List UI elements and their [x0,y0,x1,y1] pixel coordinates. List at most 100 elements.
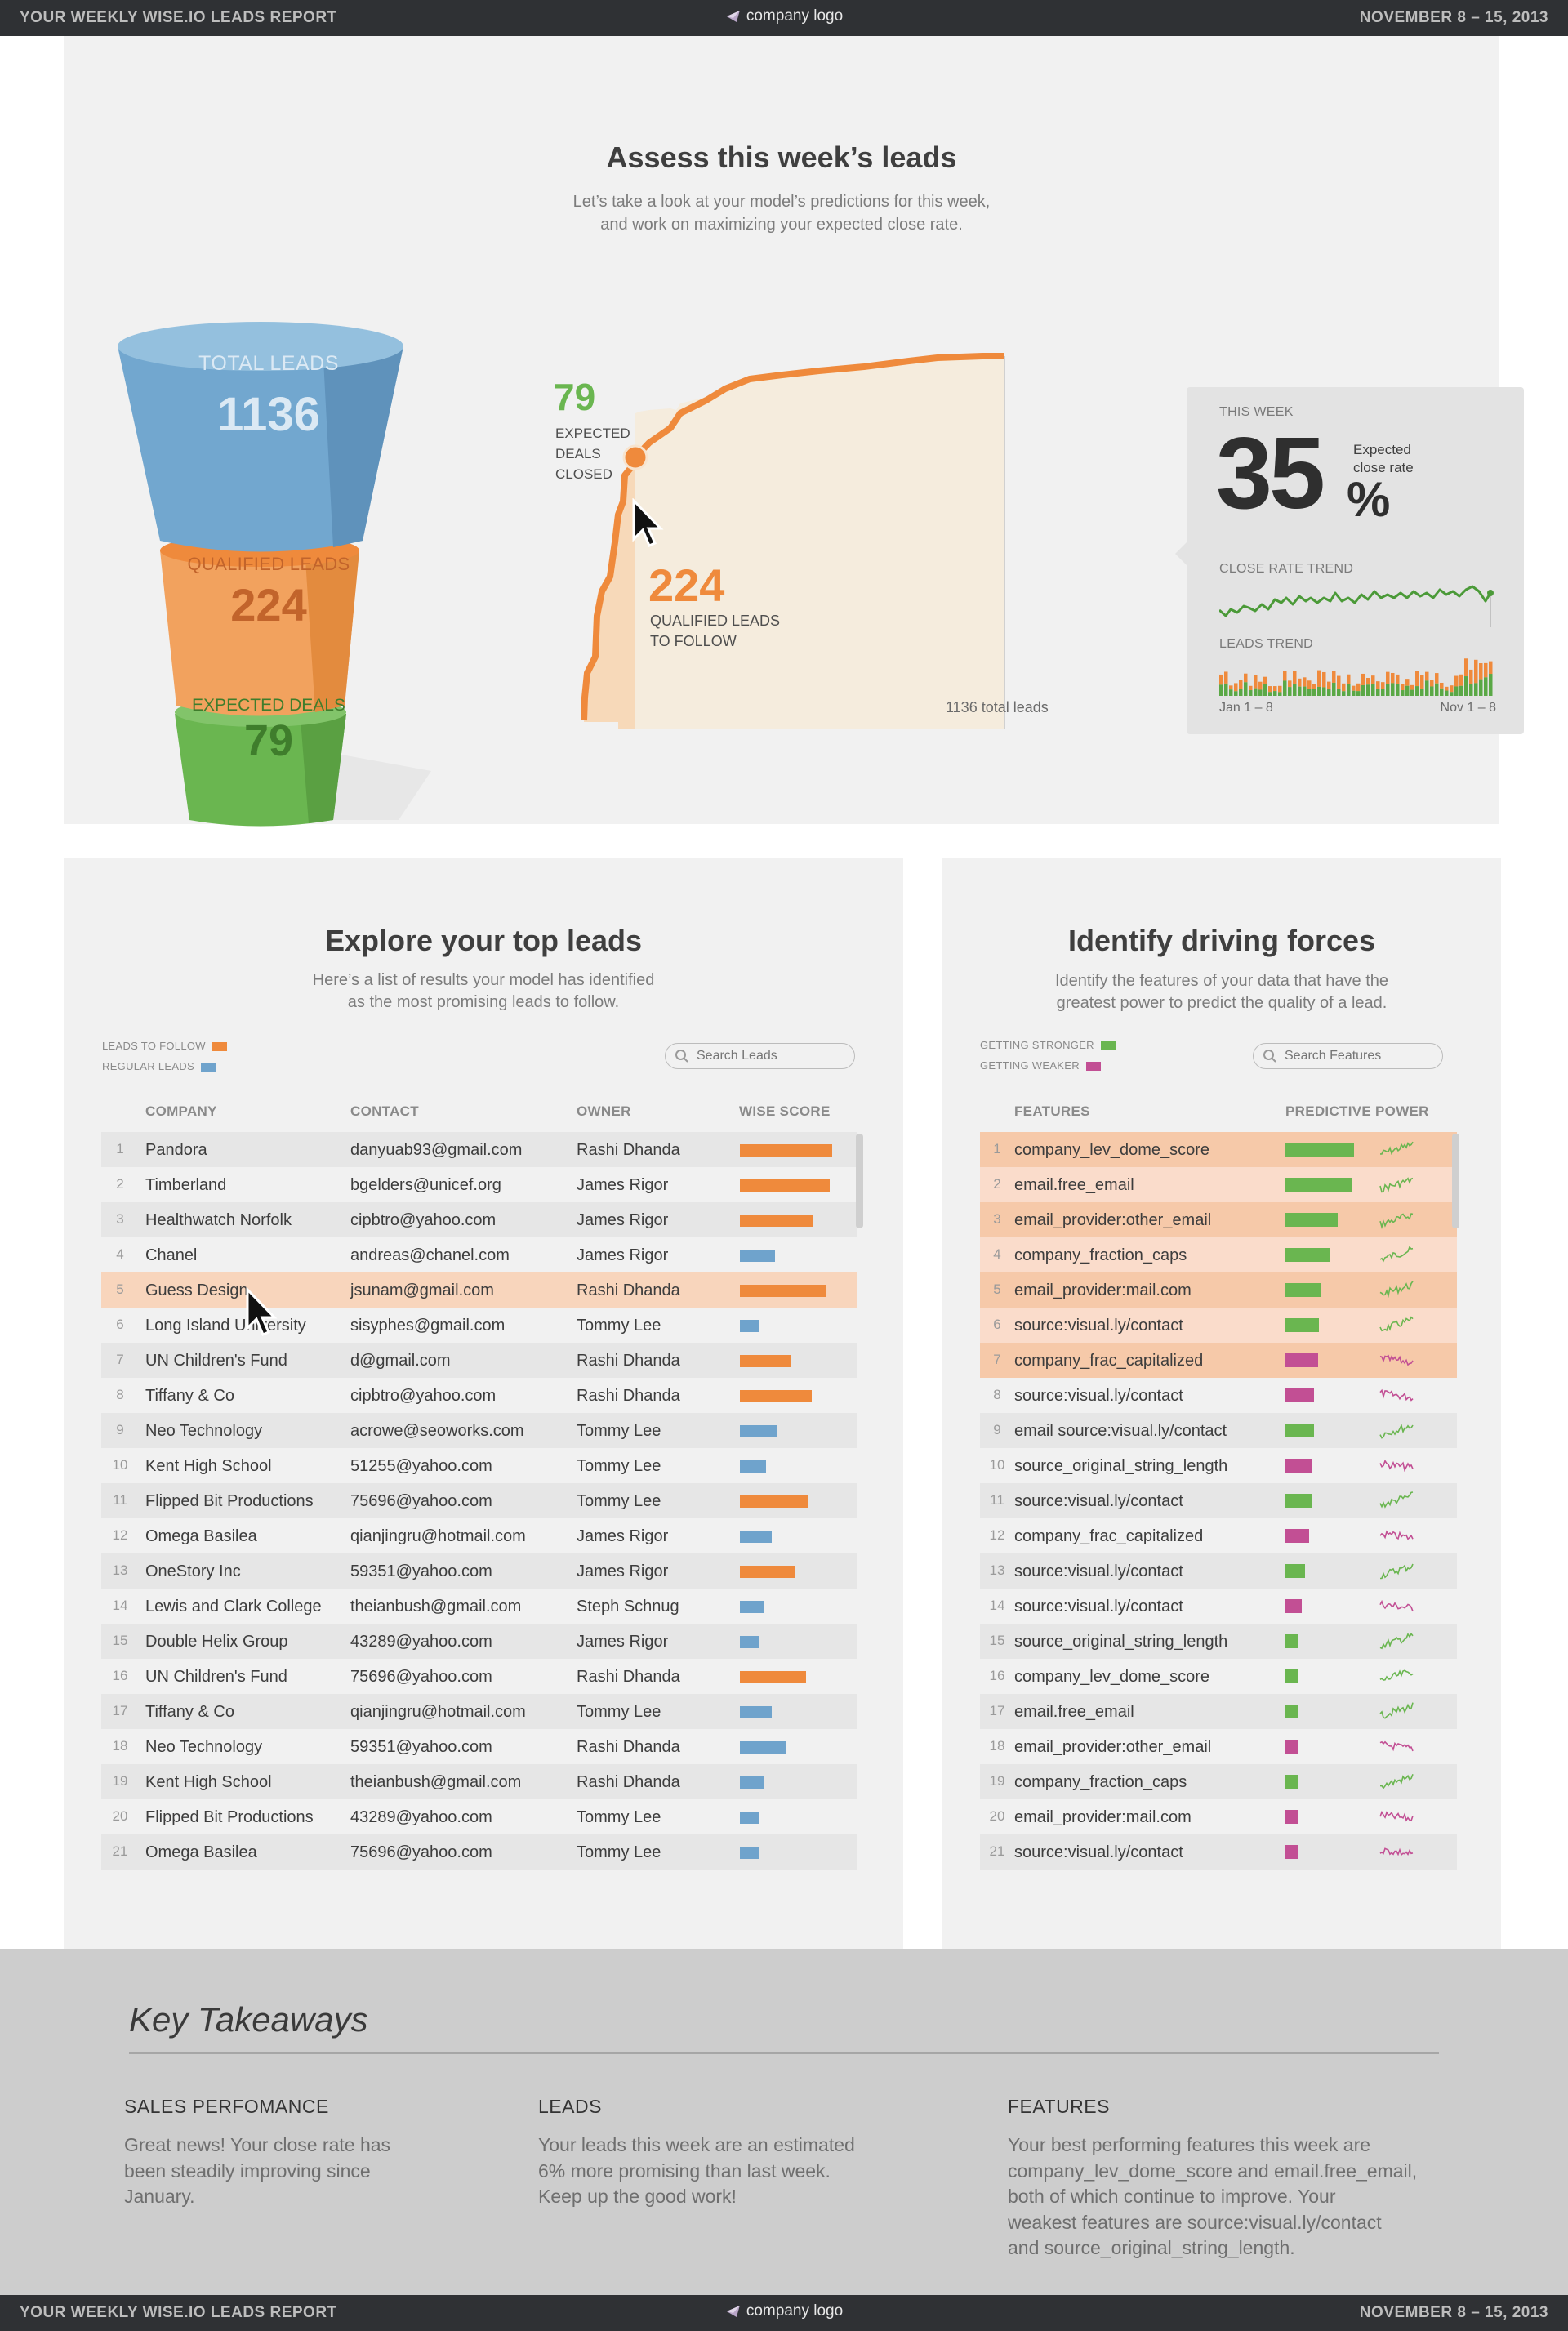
table-row[interactable]: 4 Chanel andreas@chanel.com James Rigor [101,1237,858,1272]
feature-name: company_fraction_caps [1014,1773,1187,1791]
feature-row[interactable]: 14 source:visual.ly/contact [980,1589,1457,1624]
table-row[interactable]: 1 Pandora danyuab93@gmail.com Rashi Dhanda [101,1132,858,1167]
col-owner[interactable]: OWNER [577,1103,631,1119]
legend-follow: LEADS TO FOLLOW [102,1040,227,1052]
search-leads-input[interactable] [665,1043,855,1069]
leads-trend-bar [1283,680,1287,696]
curve-deals-label-1: EXPECTED [555,426,630,441]
leads-trend-bar [1239,680,1243,689]
table-row[interactable]: 7 UN Children's Fund d@gmail.com Rashi Dhan… [101,1343,858,1378]
feature-row[interactable]: 20 email_provider:mail.com [980,1799,1457,1834]
feature-row[interactable]: 18 email_provider:other_email [980,1729,1457,1764]
search-features-input[interactable] [1253,1043,1443,1069]
feature-row[interactable]: 15 source_original_string_length [980,1624,1457,1659]
feature-row[interactable]: 16 company_lev_dome_score [980,1659,1457,1694]
feature-row[interactable]: 9 email source:visual.ly/contact [980,1413,1457,1448]
leads-trend-bar [1440,688,1444,696]
owner-cell: James Rigor [577,1562,669,1580]
card-rate-value: 35 [1216,417,1325,530]
feature-row[interactable]: 8 source:visual.ly/contact [980,1378,1457,1413]
feature-row[interactable]: 10 source_original_string_length [980,1448,1457,1483]
table-row[interactable]: 9 Neo Technology acrowe@seoworks.com Tommy … [101,1413,858,1448]
leads-trend-bar [1474,659,1478,684]
leads-table: 1 Pandora danyuab93@gmail.com Rashi Dhanda 2… [101,1132,858,1870]
leads-trend-bar [1322,671,1326,688]
legend-weaker-swatch [1085,1062,1101,1072]
takeaways-title: Key Takeaways [129,2000,368,2039]
row-number: 8 [116,1387,124,1402]
leads-trend-bar [1361,673,1365,685]
feature-row[interactable]: 5 email_provider:mail.com [980,1272,1457,1308]
table-row[interactable]: 15 Double Helix Group 43289@yahoo.com James… [101,1624,858,1659]
table-row[interactable]: 10 Kent High School 51255@yahoo.com Tommy L… [101,1448,858,1483]
row-number: 15 [989,1633,1005,1648]
features-scrollbar[interactable] [1452,1134,1459,1228]
feature-row[interactable]: 21 source:visual.ly/contact [980,1834,1457,1870]
table-row[interactable]: 19 Kent High School theianbush@gmail.com Ra… [101,1764,858,1799]
predictive-power-bar [1285,1669,1298,1683]
leads-scrollbar[interactable] [856,1134,863,1228]
leads-trend-bar [1396,684,1400,696]
table-row[interactable]: 11 Flipped Bit Productions 75696@yahoo.com… [101,1483,858,1518]
company-cell: UN Children's Fund [145,1352,287,1370]
feature-row[interactable]: 1 company_lev_dome_score [980,1132,1457,1167]
col-company[interactable]: COMPANY [145,1103,217,1119]
leads-trend-bar [1258,689,1263,696]
leads-trend-bar [1376,681,1380,689]
col-wise-score[interactable]: WISE SCORE [739,1103,831,1119]
table-row[interactable]: 20 Flipped Bit Productions 43289@yahoo.com… [101,1799,858,1834]
feature-trend-sparkline [1379,1213,1414,1230]
feature-trend-sparkline [1379,1177,1414,1193]
predictive-power-bar [1285,1494,1312,1508]
feature-trend-sparkline [1379,1774,1414,1789]
card-rate-desc-1: Expected [1353,442,1411,457]
row-number: 19 [989,1773,1005,1789]
footer-logo-text: company logo [746,2302,844,2320]
table-row[interactable]: 12 Omega Basilea qianjingru@hotmail.com Jam… [101,1518,858,1553]
leads-trend-bar [1352,690,1356,696]
leads-trend-bar [1386,684,1390,696]
feature-name: email_provider:other_email [1014,1738,1212,1756]
leads-trend-bar [1322,687,1326,696]
row-number: 10 [112,1457,128,1473]
feature-row[interactable]: 4 company_fraction_caps [980,1237,1457,1272]
owner-cell: Rashi Dhanda [577,1141,680,1159]
wise-score-bar [740,1320,760,1332]
leads-trend-bar [1224,671,1228,684]
contact-cell: bgelders@unicef.org [350,1176,501,1194]
feature-row[interactable]: 19 company_fraction_caps [980,1764,1457,1799]
feature-row[interactable]: 17 email.free_email [980,1694,1457,1729]
col-contact[interactable]: CONTACT [350,1103,419,1119]
table-row[interactable]: 8 Tiffany & Co cipbtro@yahoo.com Rashi Dhan… [101,1378,858,1413]
predictive-power-bar [1285,1143,1354,1157]
leads-trend-bar [1410,684,1414,690]
table-row[interactable]: 2 Timberland bgelders@unicef.org James Rigo… [101,1167,858,1202]
feature-row[interactable]: 12 company_frac_capitalized [980,1518,1457,1553]
feature-row[interactable]: 3 email_provider:other_email [980,1202,1457,1237]
table-row[interactable]: 3 Healthwatch Norfolk cipbtro@yahoo.com Jam… [101,1202,858,1237]
feature-row[interactable]: 6 source:visual.ly/contact [980,1308,1457,1343]
wise-score-bar [740,1460,766,1473]
feature-row[interactable]: 13 source:visual.ly/contact [980,1553,1457,1589]
table-row[interactable]: 16 UN Children's Fund 75696@yahoo.com Rashi… [101,1659,858,1694]
report-date: NOVEMBER 8 – 15, 2013 [1359,9,1548,26]
feature-name: email_provider:mail.com [1014,1281,1192,1299]
table-row[interactable]: 17 Tiffany & Co qianjingru@hotmail.com Tomm… [101,1694,858,1729]
curve-deals-label: EXPECTED DEALS CLOSED [555,423,630,484]
col-predictive-power[interactable]: PREDICTIVE POWER [1285,1103,1429,1119]
table-row[interactable]: 14 Lewis and Clark College theianbush@gmai… [101,1589,858,1624]
table-row[interactable]: 21 Omega Basilea 75696@yahoo.com Tommy Lee [101,1834,858,1870]
wise-score-bar [740,1847,759,1859]
table-row[interactable]: 18 Neo Technology 59351@yahoo.com Rashi Dha… [101,1729,858,1764]
table-row[interactable]: 13 OneStory Inc 59351@yahoo.com James Rigor [101,1553,858,1589]
feature-row[interactable]: 7 company_frac_capitalized [980,1343,1457,1378]
table-row[interactable]: 5 Guess Design jsunam@gmail.com Rashi Dhand… [101,1272,858,1308]
table-row[interactable]: 6 Long Island University sisyphes@gmail.co… [101,1308,858,1343]
feature-row[interactable]: 11 source:visual.ly/contact [980,1483,1457,1518]
company-cell: Flipped Bit Productions [145,1808,314,1826]
predictive-power-bar [1285,1283,1321,1297]
col-features[interactable]: FEATURES [1014,1103,1090,1119]
leads-trend-bar [1381,689,1385,696]
leads-trend-label: LEADS TREND [1219,637,1314,651]
feature-row[interactable]: 2 email.free_email [980,1167,1457,1202]
